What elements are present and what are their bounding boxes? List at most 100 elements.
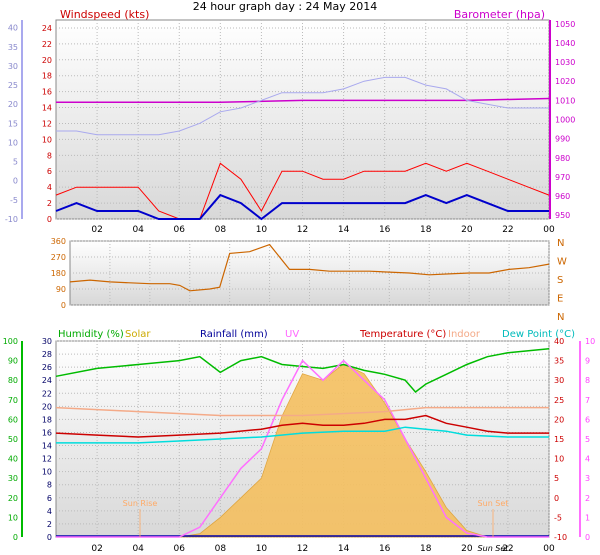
outer-left-tick: 15	[8, 119, 18, 128]
windspeed-tick: 8	[47, 151, 52, 160]
baro-tick: 970	[555, 173, 570, 182]
outer-left-tick: 0	[13, 177, 18, 186]
temp-x-tick: 02	[91, 544, 102, 554]
temp-right-tick: 20	[554, 415, 564, 424]
temp-x-tick: 08	[215, 544, 227, 554]
legend-item: Indoor	[448, 329, 481, 340]
wind-x-tick: 04	[132, 225, 144, 235]
temp-x-tick: 18	[420, 544, 432, 554]
temp-left-tick: 14	[42, 442, 52, 451]
direction-tick: 90	[56, 285, 66, 294]
temp-left-tick: 24	[42, 376, 52, 385]
temp-right-tick: -10	[554, 533, 567, 542]
humidity-tick: 90	[8, 357, 18, 366]
sun-annotation: Sun Set	[478, 544, 510, 553]
legend-item: Dew Point (°C)	[502, 329, 575, 340]
series-line-6	[56, 426, 549, 444]
wind-x-tick: 16	[379, 225, 391, 235]
uv-tick: 8	[585, 376, 590, 385]
compass-label: W	[557, 257, 567, 268]
legend-item: Solar	[125, 329, 151, 340]
humidity-tick: 80	[8, 376, 18, 385]
humidity-tick: 40	[8, 455, 18, 464]
windspeed-tick: 16	[42, 88, 52, 97]
compass-label: N	[557, 238, 564, 249]
wind-x-tick: 06	[174, 225, 186, 235]
windspeed-tick: 22	[42, 40, 52, 49]
temp-left-tick: 18	[42, 415, 52, 424]
windspeed-axis-label: Windspeed (kts)	[60, 8, 149, 21]
temp-left-tick: 12	[42, 455, 52, 464]
series-line-3	[56, 76, 549, 136]
wind-x-tick: 00	[543, 225, 555, 235]
series-line-0	[55, 348, 550, 394]
temp-left-tick: 30	[42, 337, 52, 346]
windspeed-tick: 10	[42, 135, 52, 144]
direction-tick: 180	[51, 269, 66, 278]
uv-tick: 2	[585, 494, 590, 503]
uv-tick: 0	[585, 533, 590, 542]
temp-right-tick: 10	[554, 455, 564, 464]
baro-tick: 1050	[555, 20, 575, 29]
temp-left-tick: 2	[47, 520, 52, 529]
legend-item: Temperature (°C)	[359, 329, 446, 340]
temp-left-tick: 4	[47, 507, 52, 516]
uv-tick: 6	[585, 415, 590, 424]
temp-humidity-panel: 02 04 06 08 10 12 14 16 18 20 22 001009080706050403…	[3, 329, 595, 554]
humidity-tick: 30	[8, 474, 18, 483]
baro-tick: 950	[555, 211, 570, 220]
baro-tick: 960	[555, 192, 570, 201]
uv-tick: 9	[585, 357, 590, 366]
series-line-5	[55, 406, 549, 417]
windspeed-tick: 14	[42, 104, 52, 113]
wind-x-tick: 12	[297, 225, 308, 235]
temp-left-tick: 6	[47, 494, 52, 503]
outer-left-tick: -10	[5, 215, 18, 224]
barometer-axis-label: Barometer (hpa)	[454, 8, 545, 21]
uv-tick: 1	[585, 513, 590, 522]
wind-series	[55, 76, 550, 221]
wind-x-tick: 08	[215, 225, 227, 235]
series-line-0	[55, 162, 550, 220]
compass-label: E	[557, 294, 563, 305]
temp-right-tick: 25	[554, 396, 564, 405]
windspeed-tick: 18	[42, 72, 52, 81]
series-line-3	[56, 359, 549, 538]
humidity-tick: 100	[3, 337, 18, 346]
uv-tick: 4	[585, 455, 590, 464]
baro-tick: 1000	[555, 116, 575, 125]
series-line-1	[55, 193, 549, 221]
sun-annotation: Sun Set	[478, 499, 509, 508]
baro-tick: 980	[555, 154, 570, 163]
wind-x-tick: 10	[256, 225, 268, 235]
temp-x-tick: 22	[502, 544, 513, 554]
uv-tick: 7	[585, 396, 590, 405]
direction-series	[69, 243, 550, 292]
temp-right-tick: 30	[554, 376, 564, 385]
outer-left-tick: 30	[8, 62, 18, 71]
temp-series	[55, 348, 550, 538]
humidity-tick: 0	[13, 533, 18, 542]
wind-x-tick: 18	[420, 225, 432, 235]
legend-item: UV	[285, 329, 299, 340]
temp-left-tick: 0	[47, 533, 52, 542]
temp-left-tick: 10	[42, 468, 52, 477]
outer-left-tick: 20	[8, 100, 18, 109]
temp-left-tick: 22	[42, 389, 52, 398]
baro-tick: 1040	[555, 39, 575, 48]
temp-right-tick: 0	[554, 494, 559, 503]
humidity-tick: 70	[8, 396, 18, 405]
temp-left-tick: 26	[42, 363, 52, 372]
temp-right-tick: 35	[554, 357, 564, 366]
temp-left-tick: 8	[47, 481, 52, 490]
wind-baro-panel: 02 04 06 08 10 12 14 16 18 20 22 002422201816141210…	[5, 0, 575, 235]
direction-tick: 270	[51, 253, 66, 262]
wind-x-tick: 20	[461, 225, 473, 235]
temp-right-tick: -5	[554, 513, 562, 522]
temp-x-tick: 20	[461, 544, 473, 554]
baro-tick: 1020	[555, 77, 575, 86]
temp-left-tick: 28	[42, 350, 52, 359]
humidity-tick: 50	[8, 435, 18, 444]
windspeed-tick: 4	[47, 183, 52, 192]
humidity-tick: 20	[8, 494, 18, 503]
